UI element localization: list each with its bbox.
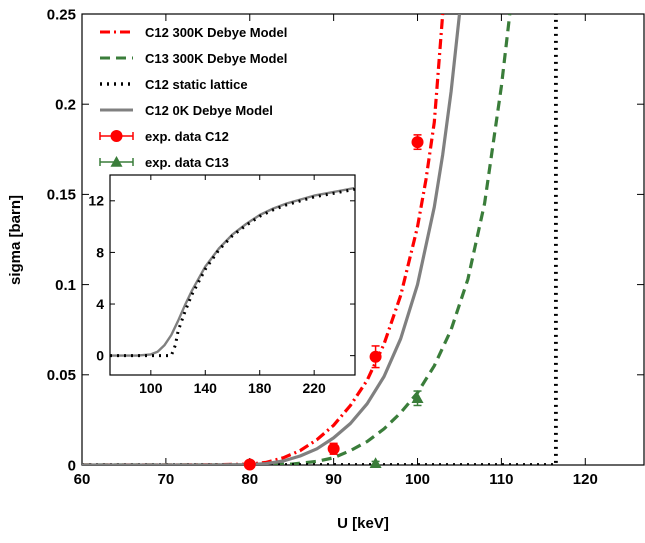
legend-label-0: C12 300K Debye Model <box>145 25 287 40</box>
data-point-0 <box>327 442 340 455</box>
inset-y-tick-label: 0 <box>96 348 104 364</box>
x-axis-label: U [keV] <box>337 515 389 532</box>
inset-x-tick-label: 180 <box>248 380 272 396</box>
main-x-tick-label: 90 <box>325 471 342 488</box>
main-y-tick-label: 0.05 <box>47 367 76 384</box>
main-y-tick-label: 0.25 <box>47 6 76 23</box>
main-x-tick-label: 110 <box>489 471 513 488</box>
y-axis-label: sigma [barn] <box>7 195 24 285</box>
main-x-tick-label: 120 <box>573 471 598 488</box>
inset-x-tick-label: 220 <box>302 380 326 396</box>
inset-frame <box>109 174 356 376</box>
legend-marker-5 <box>110 156 123 167</box>
legend-label-3: C12 0K Debye Model <box>145 103 273 118</box>
legend-label-1: C13 300K Debye Model <box>145 51 287 66</box>
main-x-tick-label: 70 <box>158 471 175 488</box>
inset-series-line-1 <box>110 187 355 358</box>
inset-x-tick-label: 100 <box>139 380 163 396</box>
main-x-tick-label: 60 <box>74 471 91 488</box>
main-series-line-3 <box>82 14 462 465</box>
legend: C12 300K Debye Model C13 300K Debye Model… <box>99 25 287 170</box>
legend-label-2: C12 static lattice <box>145 77 248 92</box>
main-y-tick-label: 0.2 <box>55 96 76 113</box>
data-point-0 <box>369 350 382 363</box>
main-y-tick-label: 0.1 <box>55 277 76 294</box>
data-point-0 <box>243 458 256 471</box>
data-point-1 <box>369 457 382 468</box>
inset-series-line-0 <box>110 186 355 357</box>
main-x-tick-label: 100 <box>405 471 430 488</box>
legend-label-5: exp. data C13 <box>145 155 229 170</box>
main-series-line-1 <box>82 14 512 465</box>
data-point-1 <box>411 392 424 404</box>
main-series-line-0 <box>82 14 445 465</box>
inset-y-tick-label: 4 <box>96 296 104 312</box>
inset-plot: 100 140 180 220 0 4 8 12 <box>88 174 356 396</box>
data-point-0 <box>411 136 424 149</box>
inset-y-tick-label: 12 <box>88 193 104 209</box>
main-y-tick-label: 0 <box>68 457 76 474</box>
main-y-tick-label: 0.15 <box>47 187 76 204</box>
main-x-tick-label: 80 <box>241 471 258 488</box>
legend-label-4: exp. data C12 <box>145 129 229 144</box>
legend-marker-4 <box>110 130 123 142</box>
inset-x-tick-label: 140 <box>194 380 218 396</box>
inset-y-tick-label: 8 <box>96 244 104 260</box>
